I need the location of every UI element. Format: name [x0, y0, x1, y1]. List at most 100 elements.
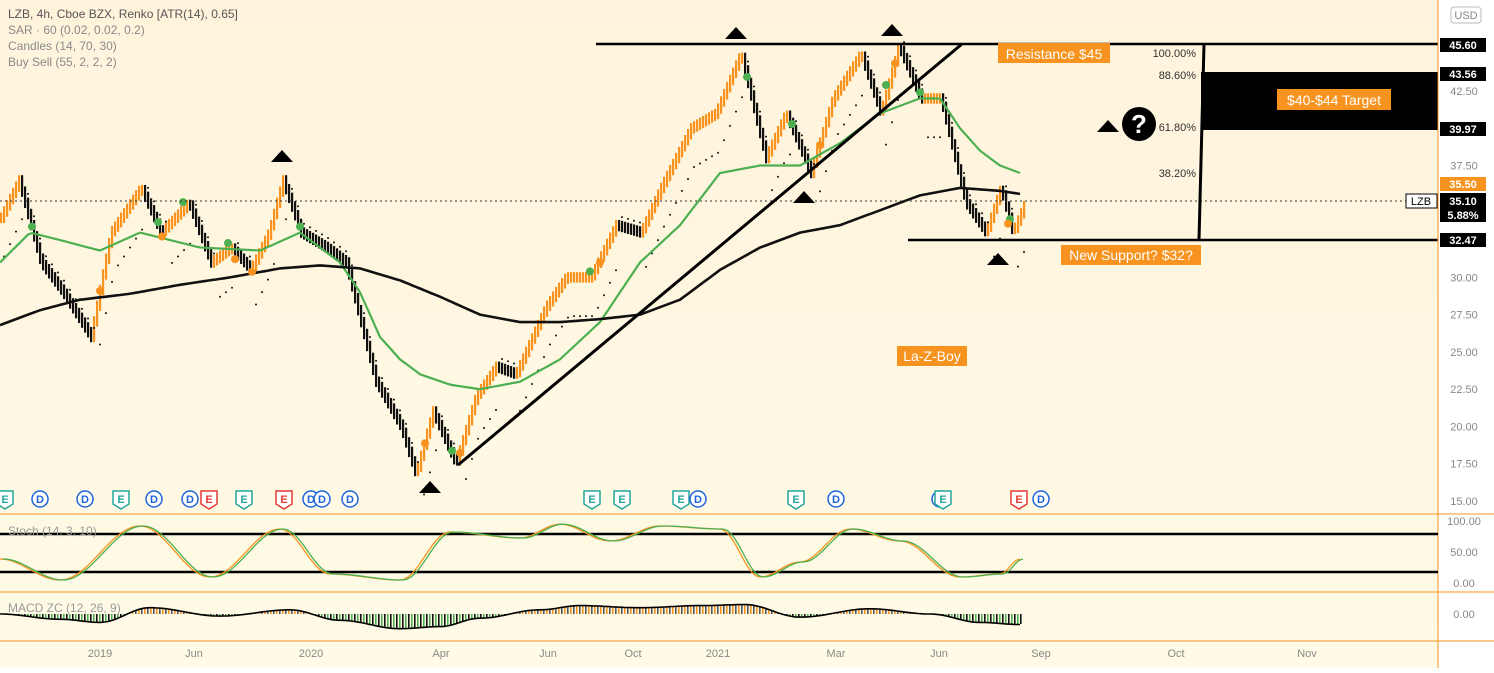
- earnings-letter: E: [117, 494, 124, 506]
- sar-dot: [723, 139, 725, 142]
- sar-dot: [531, 382, 533, 385]
- sar-dot: [921, 83, 923, 86]
- renko-brick-up: [9, 193, 12, 211]
- sar-dot: [909, 55, 911, 58]
- macd-bar: [492, 614, 494, 618]
- company-label[interactable]: La-Z-Boy: [897, 346, 967, 366]
- renko-brick-down: [294, 201, 297, 221]
- macd-bar: [633, 607, 635, 614]
- renko-brick-down: [972, 203, 975, 219]
- renko-brick-down: [243, 253, 246, 268]
- renko-brick-down: [411, 446, 414, 467]
- sar-dot: [765, 135, 767, 138]
- svg-text:LZB: LZB: [1411, 196, 1431, 208]
- earnings-letter: E: [205, 494, 212, 506]
- support-label[interactable]: New Support? $32?: [1061, 245, 1201, 265]
- macd-bar: [579, 606, 581, 614]
- macd-bar: [855, 609, 857, 614]
- renko-brick-down: [288, 183, 291, 204]
- triangle-marker: [881, 24, 903, 36]
- macd-line: [0, 603, 1020, 630]
- renko-brick-up: [516, 366, 519, 379]
- time-tick-label: Sep: [1031, 648, 1051, 660]
- target-label[interactable]: $40-$44 Target: [1277, 89, 1391, 110]
- sar-dot: [327, 237, 329, 240]
- sar-dot: [771, 189, 773, 192]
- macd-bar: [837, 612, 839, 614]
- sar-dot: [297, 205, 299, 208]
- sar-dot: [579, 315, 581, 318]
- sar-dot: [861, 94, 863, 97]
- renko-brick-down: [744, 52, 747, 76]
- sar-dot: [573, 315, 575, 318]
- macd-bar: [318, 614, 320, 616]
- sar-dot: [801, 134, 803, 137]
- currency-button[interactable]: USD: [1450, 6, 1482, 24]
- sar-dot: [453, 442, 455, 445]
- renko-brick-up: [531, 333, 534, 351]
- macd-bar: [654, 607, 656, 614]
- sar-dot: [171, 261, 173, 264]
- sar-dot: [465, 478, 467, 481]
- renko-brick-up: [141, 184, 144, 197]
- legend-sar: SAR · 60 (0.02, 0.02, 0.2): [8, 23, 145, 37]
- renko-brick-down: [789, 110, 792, 129]
- renko-brick-down: [513, 367, 516, 379]
- dividend-letter: D: [318, 494, 326, 506]
- price-axis[interactable]: 42.5040.0037.5032.5030.0027.5025.0022.50…: [1447, 86, 1481, 621]
- renko-brick-up: [117, 216, 120, 232]
- renko-brick-up: [993, 203, 996, 223]
- macd-bar: [261, 612, 263, 614]
- renko-brick-down: [804, 146, 807, 164]
- renko-brick-up: [609, 232, 612, 250]
- renko-brick-up: [858, 51, 861, 67]
- macd-bar: [366, 614, 368, 624]
- resistance-label[interactable]: Resistance $45: [998, 43, 1110, 63]
- event-markers: EDDEDDEEEDDDEEEDEDDEED: [0, 490, 1050, 510]
- macd-bar: [870, 609, 872, 614]
- macd-bar: [30, 614, 32, 617]
- sar-dot: [369, 336, 371, 338]
- macd-bar: [276, 610, 278, 614]
- macd-bar: [966, 614, 968, 621]
- sar-dot: [201, 219, 203, 222]
- macd-bar: [39, 614, 41, 618]
- buy-signal-dot: [179, 198, 187, 207]
- macd-bar: [225, 614, 227, 616]
- renko-brick-down: [30, 208, 33, 231]
- renko-brick-down: [879, 96, 882, 116]
- macd-bar: [993, 614, 995, 623]
- macd-bar: [117, 614, 119, 619]
- renko-brick-down: [624, 221, 627, 234]
- renko-brick-up: [555, 287, 558, 302]
- renko-brick-down: [387, 392, 390, 409]
- macd-bar: [867, 609, 869, 614]
- renko-brick-up: [177, 209, 180, 223]
- renko-brick-down: [333, 246, 336, 259]
- sar-dot: [249, 255, 251, 258]
- renko-brick-up: [420, 450, 423, 473]
- renko-brick-down: [501, 362, 504, 375]
- macd-bar: [537, 610, 539, 614]
- dividend-marker: [313, 490, 331, 508]
- dividend-marker: [31, 490, 49, 508]
- uptrend-line[interactable]: [457, 42, 963, 467]
- sar-dot: [891, 121, 893, 124]
- renko-brick-down: [48, 264, 51, 279]
- dividend-letter: D: [346, 494, 354, 506]
- renko-brick-up: [666, 170, 669, 188]
- renko-brick-down: [39, 242, 42, 264]
- time-axis[interactable]: 2019 Jun 2020 Apr Jun Oct 2021 Mar Jun Sep Oct Nov: [88, 648, 1318, 660]
- macd-bar: [165, 608, 167, 614]
- sar-dot: [693, 166, 695, 169]
- macd-bar: [222, 614, 224, 616]
- sar-dot: [915, 69, 917, 72]
- renko-brick-down: [981, 216, 984, 232]
- renko-brick-down: [339, 250, 342, 264]
- renko-brick-up: [786, 110, 789, 124]
- renko-brick-down: [366, 328, 369, 352]
- sar-dot: [165, 220, 167, 223]
- macd-bar: [357, 614, 359, 622]
